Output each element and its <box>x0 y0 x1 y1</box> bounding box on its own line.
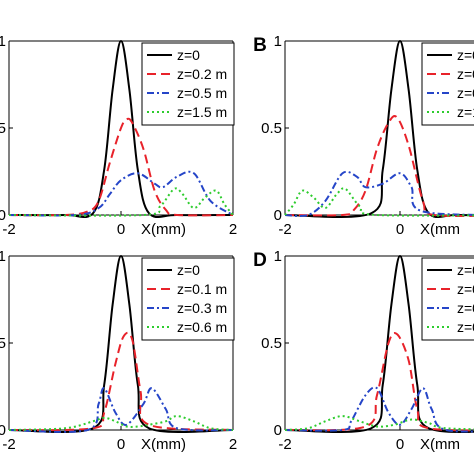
series-line <box>8 117 234 217</box>
x-tick-label: -2 <box>2 436 15 453</box>
legend-label: z=0.6 m <box>177 319 227 335</box>
x-tick-label: 0 <box>117 436 125 453</box>
x-tick-label: 2 <box>229 436 237 453</box>
y-tick-label: 0 <box>0 422 6 439</box>
series-line <box>8 254 234 434</box>
series-line <box>284 415 474 431</box>
series-line <box>8 415 234 431</box>
legend-label: z=0 <box>177 262 200 278</box>
series-line <box>284 187 474 217</box>
legend-label: z=0.5 m <box>177 85 227 101</box>
legend-label: z=0 <box>177 47 200 63</box>
legend-label: z=0.3 m <box>177 300 227 316</box>
series-line <box>284 170 474 218</box>
legend-label: z=1 <box>457 104 474 120</box>
x-axis-label: X(mm <box>420 436 460 453</box>
legend-label: z=0. <box>457 85 474 101</box>
series-line <box>8 331 234 432</box>
panel-label: B <box>253 35 267 56</box>
x-tick-label: -2 <box>2 221 15 238</box>
series-line <box>284 386 474 433</box>
series-line <box>284 115 474 218</box>
y-tick-label: 0 <box>0 207 6 224</box>
series-line <box>284 39 474 219</box>
legend-label: z=0.1 m <box>177 281 227 297</box>
y-tick-label: .5 <box>0 335 6 352</box>
x-tick-label: 2 <box>229 221 237 238</box>
x-axis-label: X(mm <box>420 221 460 238</box>
series-line <box>8 39 234 219</box>
legend-label: z=0 <box>457 281 474 297</box>
series-line <box>8 170 234 217</box>
y-tick-label: 1 <box>0 33 6 50</box>
legend-label: z=0 <box>457 300 474 316</box>
legend-label: z=1.5 m <box>177 104 227 120</box>
y-tick-label: 0 <box>274 422 282 439</box>
legend-label: z=0 <box>457 319 474 335</box>
y-tick-label: 0.5 <box>261 120 282 137</box>
series-line <box>8 387 234 433</box>
y-tick-label: 1 <box>274 248 282 265</box>
x-tick-label: -2 <box>278 436 291 453</box>
y-tick-label: .5 <box>0 120 6 137</box>
y-tick-label: 1 <box>0 248 6 265</box>
x-axis-label: X(mm) <box>141 436 186 453</box>
x-axis-label: X(mm) <box>141 221 186 238</box>
legend-label: z=0. <box>457 66 474 82</box>
y-tick-label: 0 <box>274 207 282 224</box>
legend-label: z=0 <box>457 47 474 63</box>
y-tick-label: 0.5 <box>261 335 282 352</box>
series-line <box>284 254 474 434</box>
series-line <box>284 332 474 432</box>
legend-label: z=0 <box>457 262 474 278</box>
legend-label: z=0.2 m <box>177 66 227 82</box>
panel-label: D <box>253 250 267 271</box>
x-tick-label: 0 <box>117 221 125 238</box>
x-tick-label: 0 <box>396 221 404 238</box>
x-tick-label: 0 <box>396 436 404 453</box>
x-tick-label: -2 <box>278 221 291 238</box>
y-tick-label: 1 <box>274 33 282 50</box>
